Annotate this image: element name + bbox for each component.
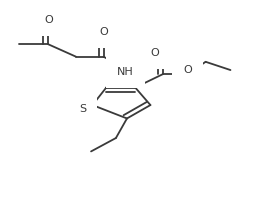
Text: NH: NH xyxy=(117,67,134,77)
Text: O: O xyxy=(44,15,53,25)
Text: O: O xyxy=(99,27,108,37)
Text: O: O xyxy=(183,66,192,75)
Text: O: O xyxy=(150,48,159,57)
Text: S: S xyxy=(79,104,86,114)
